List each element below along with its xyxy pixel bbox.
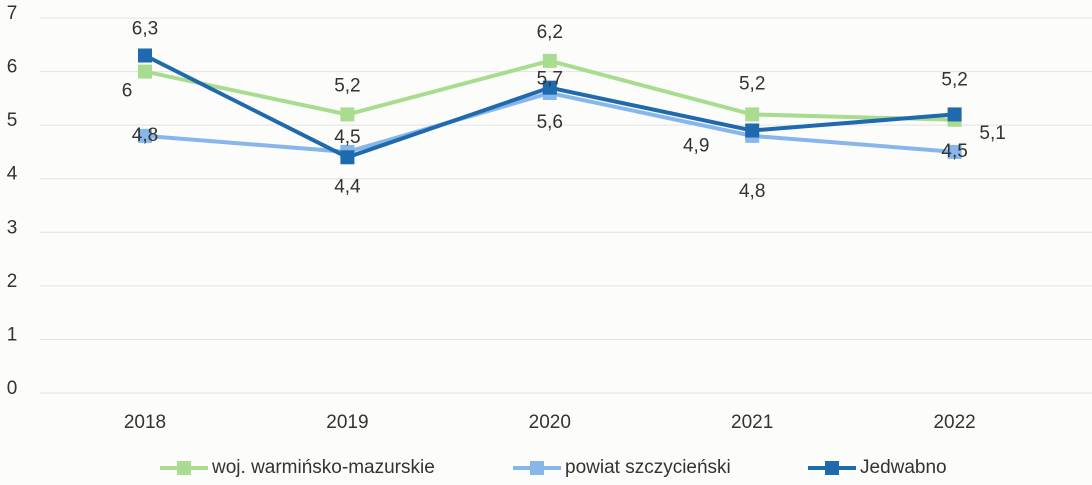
x-tick-label: 2020 bbox=[529, 412, 571, 433]
x-tick-label: 2018 bbox=[124, 412, 166, 433]
data-label: 5,2 bbox=[334, 75, 360, 96]
data-label: 5,6 bbox=[537, 112, 563, 133]
point-marker bbox=[138, 64, 152, 79]
y-tick-label: 5 bbox=[7, 110, 18, 131]
point-marker bbox=[340, 150, 355, 165]
legend-label: powiat szczycieński bbox=[565, 457, 731, 478]
data-label: 6,2 bbox=[537, 22, 563, 43]
point-marker bbox=[340, 107, 355, 122]
data-label: 6 bbox=[122, 81, 133, 102]
y-tick-label: 4 bbox=[7, 164, 18, 185]
y-tick-label: 2 bbox=[7, 271, 18, 292]
data-label: 4,8 bbox=[739, 181, 765, 202]
data-label: 4,4 bbox=[334, 176, 361, 197]
point-marker bbox=[947, 144, 962, 159]
x-tick-label: 2021 bbox=[731, 412, 773, 433]
data-label: 4,9 bbox=[683, 136, 709, 157]
point-marker bbox=[138, 128, 152, 143]
y-tick-label: 1 bbox=[7, 324, 18, 345]
y-tick-label: 6 bbox=[7, 57, 18, 78]
x-tick-label: 2019 bbox=[326, 412, 368, 433]
legend-marker bbox=[177, 461, 191, 475]
point-marker bbox=[745, 107, 760, 122]
y-tick-label: 3 bbox=[7, 217, 18, 238]
data-label: 4,8 bbox=[132, 125, 158, 146]
legend-label: Jedwabno bbox=[860, 457, 947, 478]
point-marker bbox=[542, 80, 557, 95]
legend-label: woj. warmińsko-mazurskie bbox=[211, 457, 435, 478]
legend-marker bbox=[825, 461, 839, 475]
data-label: 5,2 bbox=[941, 69, 967, 90]
point-marker bbox=[947, 107, 962, 122]
point-marker bbox=[745, 123, 760, 138]
data-label: 5,7 bbox=[537, 69, 563, 90]
x-tick-label: 2022 bbox=[933, 412, 975, 433]
y-tick-label: 7 bbox=[7, 3, 18, 24]
data-label: 5,2 bbox=[739, 73, 765, 94]
data-label: 4,5 bbox=[334, 127, 360, 148]
point-marker bbox=[542, 53, 557, 68]
point-marker bbox=[138, 48, 152, 63]
data-label: 4,5 bbox=[941, 141, 967, 162]
data-label: 6,3 bbox=[132, 19, 158, 40]
legend-marker bbox=[530, 461, 544, 475]
data-label: 5,1 bbox=[979, 123, 1005, 144]
y-tick-label: 0 bbox=[7, 378, 18, 399]
